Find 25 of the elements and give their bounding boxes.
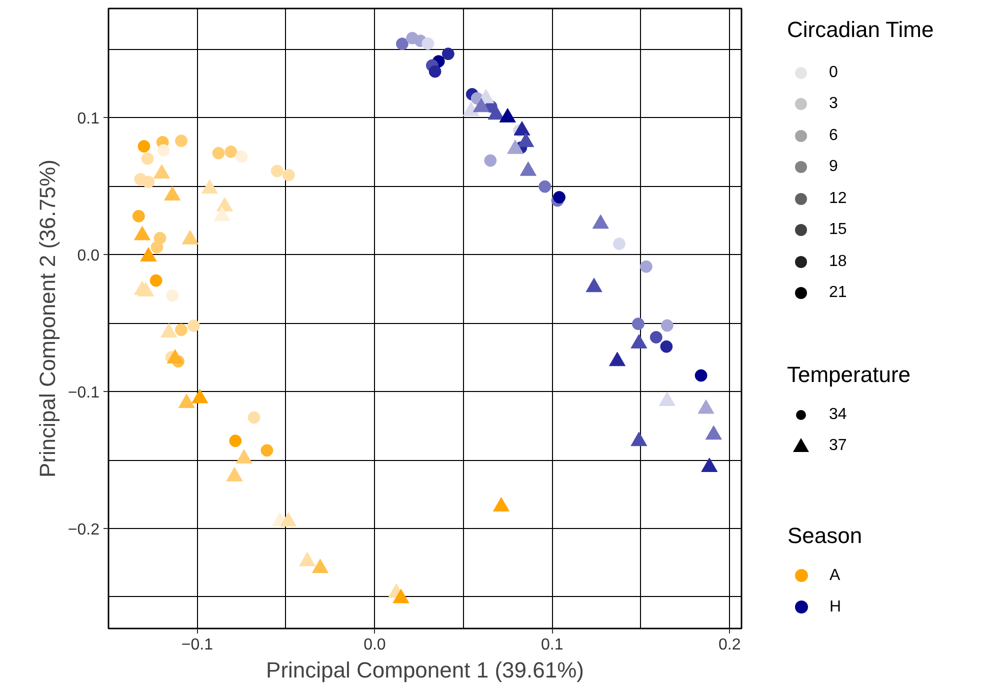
x-tick-label: 0.0 (364, 636, 386, 654)
y-tick-label: 0.1 (77, 110, 100, 128)
text: 15 (829, 221, 847, 238)
text: 6 (829, 127, 838, 144)
text: 34 (829, 406, 847, 423)
text: 21 (829, 284, 847, 301)
y-tick-label: −0.2 (68, 522, 100, 538)
y-tick-label: −0.1 (68, 384, 100, 402)
x-tick-label: −0.1 (181, 636, 214, 654)
legend-label: A (830, 567, 840, 584)
legend-title: Season (788, 523, 862, 548)
text: 12 (829, 190, 847, 207)
x-tick-label: 0.1 (541, 636, 564, 654)
text: Temperature (787, 362, 911, 387)
text: 18 (829, 253, 847, 270)
y-axis-title: Principal Component 2 (36.75%) (34, 160, 60, 478)
x-axis-title: Principal Component 1 (39.61%) (266, 658, 584, 682)
text: 3 (829, 95, 838, 112)
text: Circadian Time (787, 17, 934, 42)
text: 37 (829, 437, 847, 454)
y-tick-label: 0.0 (77, 248, 100, 265)
text: 9 (829, 158, 838, 175)
legend-label: H (830, 598, 842, 616)
x-tick-label: 0.2 (718, 636, 741, 654)
text: 0 (829, 64, 838, 81)
